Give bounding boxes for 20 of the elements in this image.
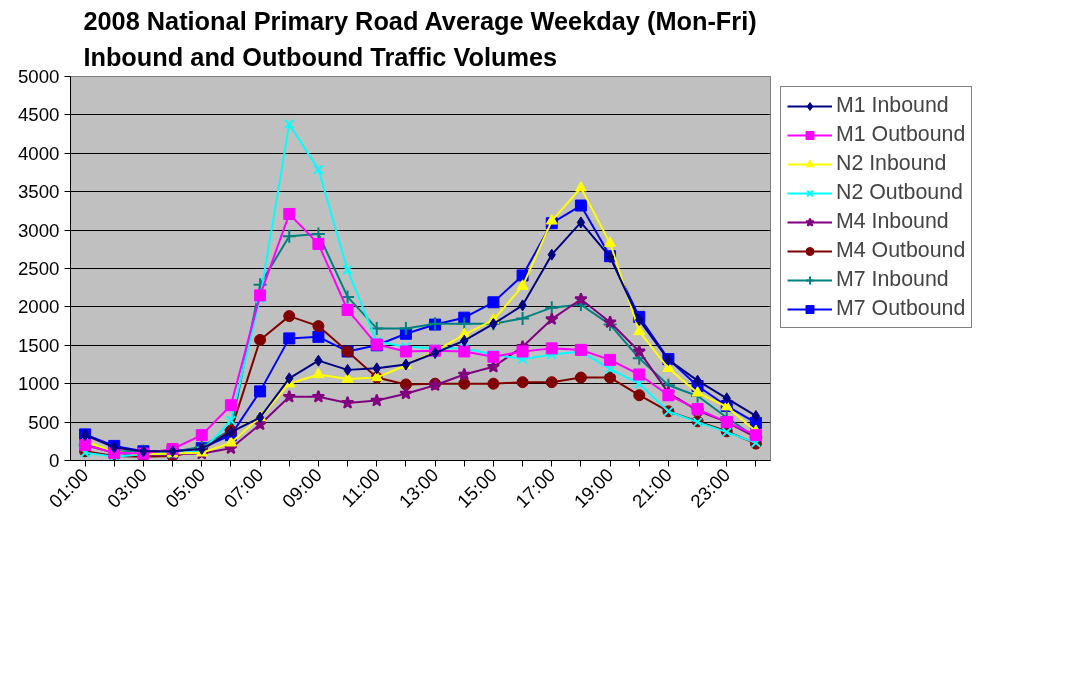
legend-label: M4 Outbound bbox=[836, 238, 966, 263]
y-tick-label: 1000 bbox=[18, 373, 60, 395]
y-tick-label: 0 bbox=[49, 450, 60, 471]
legend-label: M7 Inbound bbox=[836, 267, 949, 292]
y-tick-label: 3000 bbox=[18, 219, 60, 241]
y-tick-label: 2000 bbox=[18, 296, 60, 318]
y-tick-label: 4000 bbox=[18, 142, 60, 164]
y-tick-label: 5000 bbox=[18, 66, 60, 87]
y-tick-label: 500 bbox=[28, 411, 60, 433]
legend-label: N2 Inbound bbox=[836, 151, 947, 176]
legend-label: M4 Inbound bbox=[836, 209, 949, 234]
y-tick-label: 2500 bbox=[18, 258, 60, 279]
y-tick-label: 1500 bbox=[18, 334, 60, 356]
legend-label: M7 Outbound bbox=[836, 296, 966, 321]
legend-label: N2 Outbound bbox=[836, 180, 963, 205]
chart-title: 2008 National Primary Road Average Weekday (Mon-Fri) Inbound and Outbound Traffic Volumes bbox=[83, 7, 757, 72]
y-tick-label: 4500 bbox=[18, 104, 60, 126]
legend-label: M1 Inbound bbox=[836, 93, 949, 118]
y-tick-label: 3500 bbox=[18, 181, 60, 203]
legend-label: M1 Outbound bbox=[836, 122, 966, 147]
